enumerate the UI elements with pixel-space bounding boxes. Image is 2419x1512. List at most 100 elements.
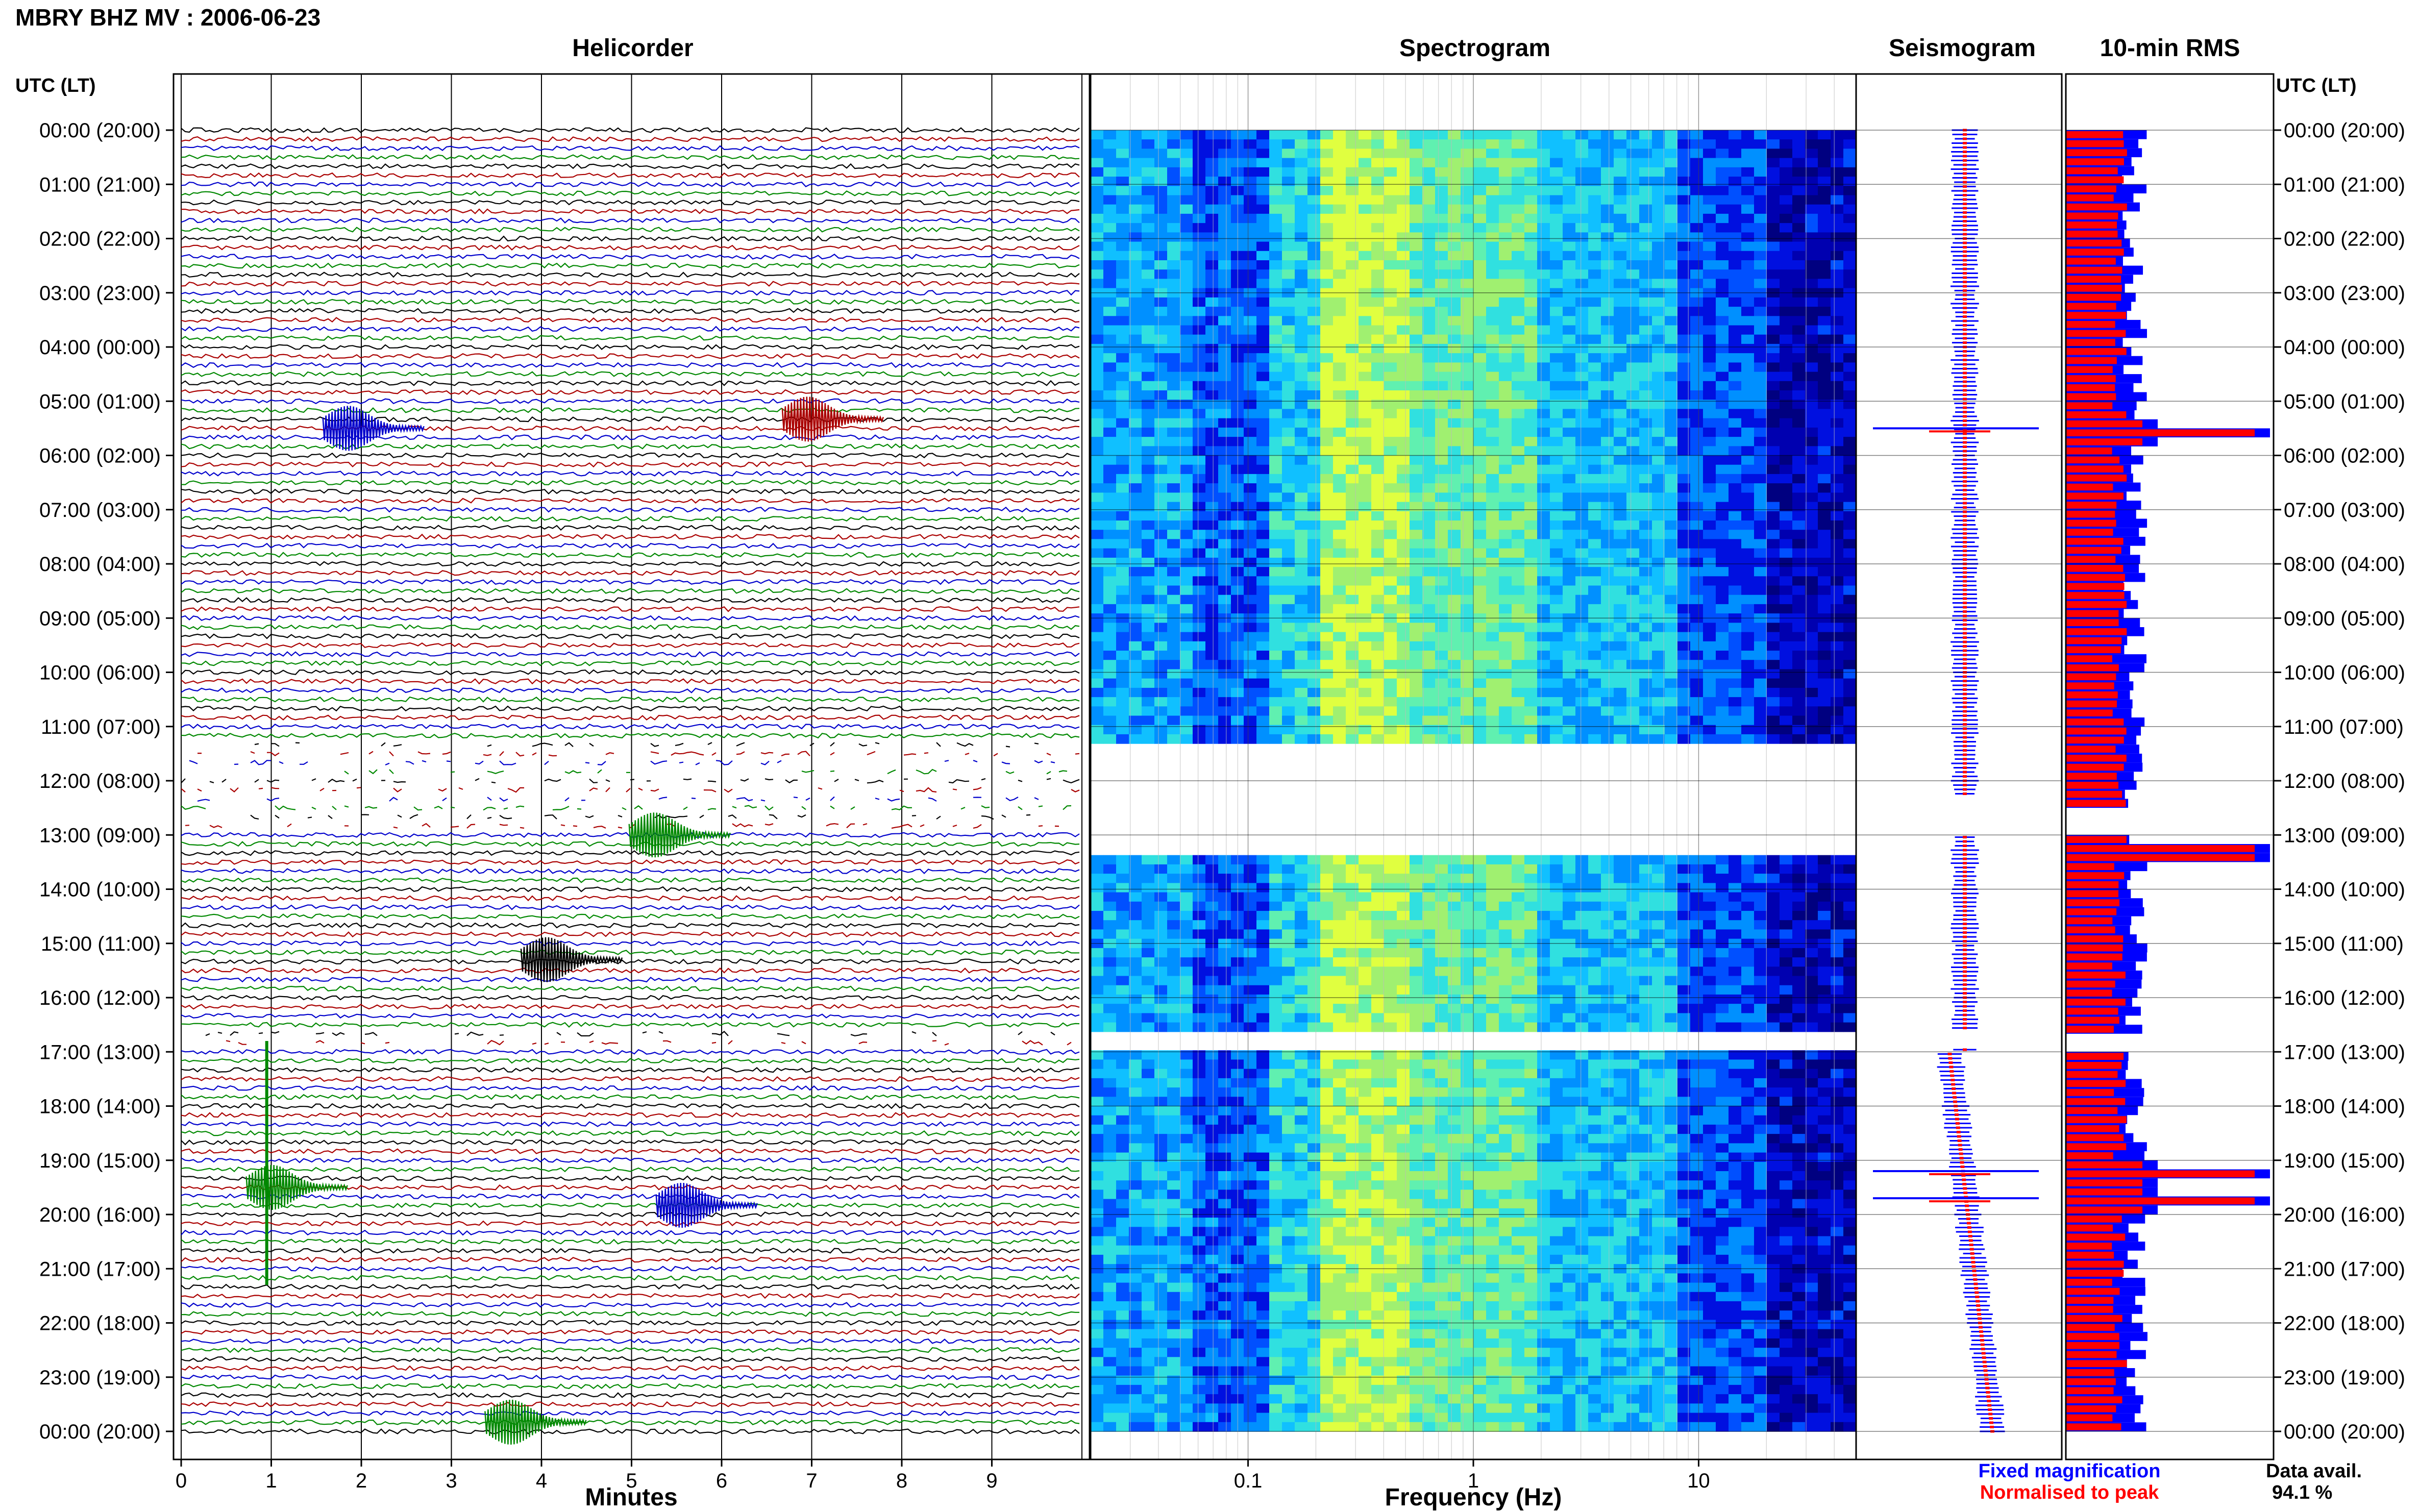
spectrogram-cell — [1244, 715, 1257, 726]
spectrogram-cell — [1193, 177, 1206, 186]
helicorder-trace — [181, 967, 1080, 974]
spectrogram-cell — [1563, 362, 1576, 373]
spectrogram-cell — [1524, 520, 1538, 530]
spectrogram-cell — [1473, 325, 1487, 335]
spectrogram-cell — [1256, 1059, 1270, 1070]
spectrogram-cell — [1524, 1292, 1538, 1302]
spectrogram-cell — [1333, 437, 1346, 447]
spectrogram-cell — [1371, 1357, 1385, 1367]
spectrogram-cell — [1512, 316, 1525, 326]
spectrogram-cell — [1435, 195, 1448, 205]
spectrogram-cell — [1499, 539, 1512, 549]
spectrogram-cell — [1180, 557, 1193, 567]
spectrogram-cell — [1142, 325, 1155, 335]
spectrogram-cell — [1218, 1310, 1231, 1320]
spectrogram-cell — [1103, 279, 1117, 289]
spectrogram-cell — [1371, 1375, 1385, 1385]
spectrogram-cell — [1167, 158, 1180, 168]
spectrogram-cell — [1422, 911, 1436, 921]
spectrogram-cell — [1167, 892, 1180, 902]
spectrogram-cell — [1167, 539, 1180, 549]
spectrogram-cell — [1282, 1078, 1295, 1088]
spectrogram-cell — [1320, 1078, 1334, 1088]
spectrogram-cell — [1435, 1245, 1448, 1255]
spectrogram-cell — [1116, 1348, 1129, 1357]
spectrogram-cell — [1422, 297, 1436, 307]
spectrogram-cell — [1422, 1282, 1436, 1293]
spectrogram-cell — [1524, 985, 1538, 995]
spectrogram-cell — [1295, 976, 1308, 986]
spectrogram-cell — [1461, 325, 1474, 335]
spectrogram-cell — [1116, 1384, 1129, 1395]
spectrogram-cell — [1448, 1134, 1461, 1144]
spectrogram-cell — [1320, 892, 1334, 902]
spectrogram-cell — [1307, 371, 1321, 382]
seismogram-title: Seismogram — [1889, 35, 2036, 62]
spectrogram-cell — [1295, 371, 1308, 382]
spectrogram-cell — [1461, 734, 1474, 744]
spectrogram-cell — [1116, 929, 1129, 939]
spectrogram-cell — [1282, 418, 1295, 428]
spectrogram-cell — [1142, 297, 1155, 307]
spectrogram-cell — [1537, 492, 1550, 503]
spectrogram-cell — [1435, 1199, 1448, 1209]
spectrogram-cell — [1193, 1097, 1206, 1107]
spectrogram-cell — [1218, 307, 1231, 316]
spectrogram-cell — [1091, 139, 1104, 149]
spectrogram-cell — [1167, 1134, 1180, 1144]
spectrogram-cell — [1486, 687, 1499, 698]
spectrogram-cell — [1193, 418, 1206, 428]
spectrogram-cell — [1244, 1245, 1257, 1255]
spectrogram-cell — [1563, 985, 1576, 995]
spectrogram-cell — [1473, 409, 1487, 419]
spectrogram-cell — [1180, 539, 1193, 549]
spectrogram-cell — [1537, 390, 1550, 400]
spectrogram-cell — [1575, 325, 1589, 335]
spectrogram-cell — [1205, 232, 1219, 242]
spectrogram-cell — [1550, 269, 1563, 279]
spectrogram-cell — [1205, 195, 1219, 205]
spectrogram-cell — [1550, 1171, 1563, 1181]
spectrogram-cell — [1397, 474, 1410, 484]
spectrogram-cell — [1091, 232, 1104, 242]
spectrogram-cell — [1461, 1199, 1474, 1209]
spectrogram-cell — [1410, 1292, 1423, 1302]
spectrogram-cell — [1116, 874, 1129, 883]
spectrogram-cell — [1154, 1329, 1168, 1339]
spectrogram-cell — [1359, 307, 1372, 316]
spectrogram-cell — [1550, 502, 1563, 512]
spectrogram-cell — [1193, 715, 1206, 726]
spectrogram-cell — [1333, 502, 1346, 512]
spectrogram-cell — [1116, 260, 1129, 270]
spectrogram-cell — [1563, 1115, 1576, 1125]
spectrogram-cell — [1422, 1384, 1436, 1395]
spectrogram-cell — [1486, 390, 1499, 400]
spectrogram-cell — [1563, 1050, 1576, 1060]
spectrogram-cell — [1193, 130, 1206, 140]
spectrogram-cell — [1180, 213, 1193, 224]
spectrogram-cell — [1563, 241, 1576, 252]
spectrogram-cell — [1333, 307, 1346, 316]
spectrogram-cell — [1295, 511, 1308, 521]
spectrogram-cell — [1167, 325, 1180, 335]
spectrogram-cell — [1512, 1004, 1525, 1013]
spectrogram-cell — [1193, 530, 1206, 539]
spectrogram-cell — [1537, 418, 1550, 428]
spectrogram-cell — [1371, 139, 1385, 149]
spectrogram-cell — [1116, 269, 1129, 279]
spectrogram-cell — [1091, 548, 1104, 558]
spectrogram-cell — [1550, 548, 1563, 558]
spectrogram-cell — [1499, 177, 1512, 186]
spectrogram-cell — [1461, 1152, 1474, 1162]
spectrogram-cell — [1295, 530, 1308, 539]
spectrogram-cell — [1575, 232, 1589, 242]
spectrogram-cell — [1371, 604, 1385, 614]
spectrogram-cell — [1384, 502, 1397, 512]
spectrogram-cell — [1397, 1069, 1410, 1079]
spectrogram-cell — [1116, 427, 1129, 437]
spectrogram-cell — [1333, 1152, 1346, 1162]
spectrogram-cell — [1180, 1059, 1193, 1070]
spectrogram-cell — [1129, 186, 1142, 196]
spectrogram-cell — [1359, 1069, 1372, 1079]
spectrogram-cell — [1384, 1227, 1397, 1237]
